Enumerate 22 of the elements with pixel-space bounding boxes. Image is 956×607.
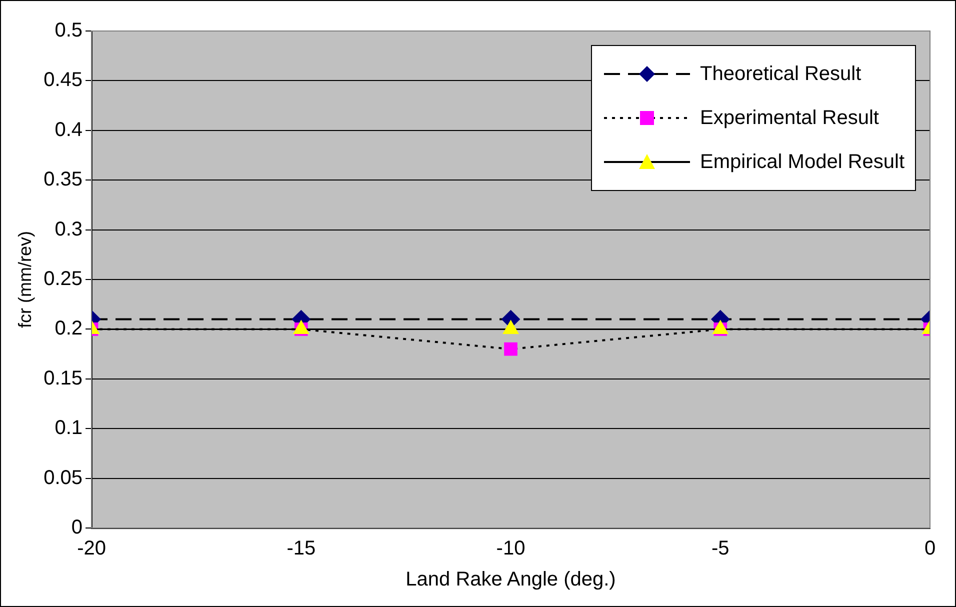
legend-label: Empirical Model Result [700, 150, 905, 174]
x-tick-label: -5 [711, 538, 730, 560]
y-tick-label: 0.05 [44, 466, 83, 489]
y-tick-label: 0.4 [54, 118, 83, 141]
y-tick-label: 0.35 [44, 168, 83, 191]
x-tick-label: -15 [286, 538, 316, 560]
x-tick-label: -10 [496, 538, 526, 560]
y-tick-label: 0.5 [54, 20, 83, 42]
y-tick-label: 0.15 [44, 367, 83, 390]
legend-label: Theoretical Result [700, 62, 862, 86]
y-tick-label: 0 [71, 516, 83, 539]
point [504, 342, 518, 356]
y-tick-label: 0.25 [44, 268, 83, 290]
y-tick-label: 0.45 [44, 69, 83, 92]
x-tick-label: -20 [77, 538, 106, 560]
y-tick-label: 0.3 [54, 218, 83, 240]
x-axis-title: Land Rake Angle (deg.) [406, 568, 616, 591]
y-axis-title: fcr (mm/rev) [14, 231, 35, 328]
y-tick-label: 0.1 [54, 417, 83, 440]
y-tick-label: 0.2 [54, 318, 83, 340]
x-tick-label: 0 [924, 538, 936, 560]
legend-label: Experimental Result [700, 106, 879, 130]
